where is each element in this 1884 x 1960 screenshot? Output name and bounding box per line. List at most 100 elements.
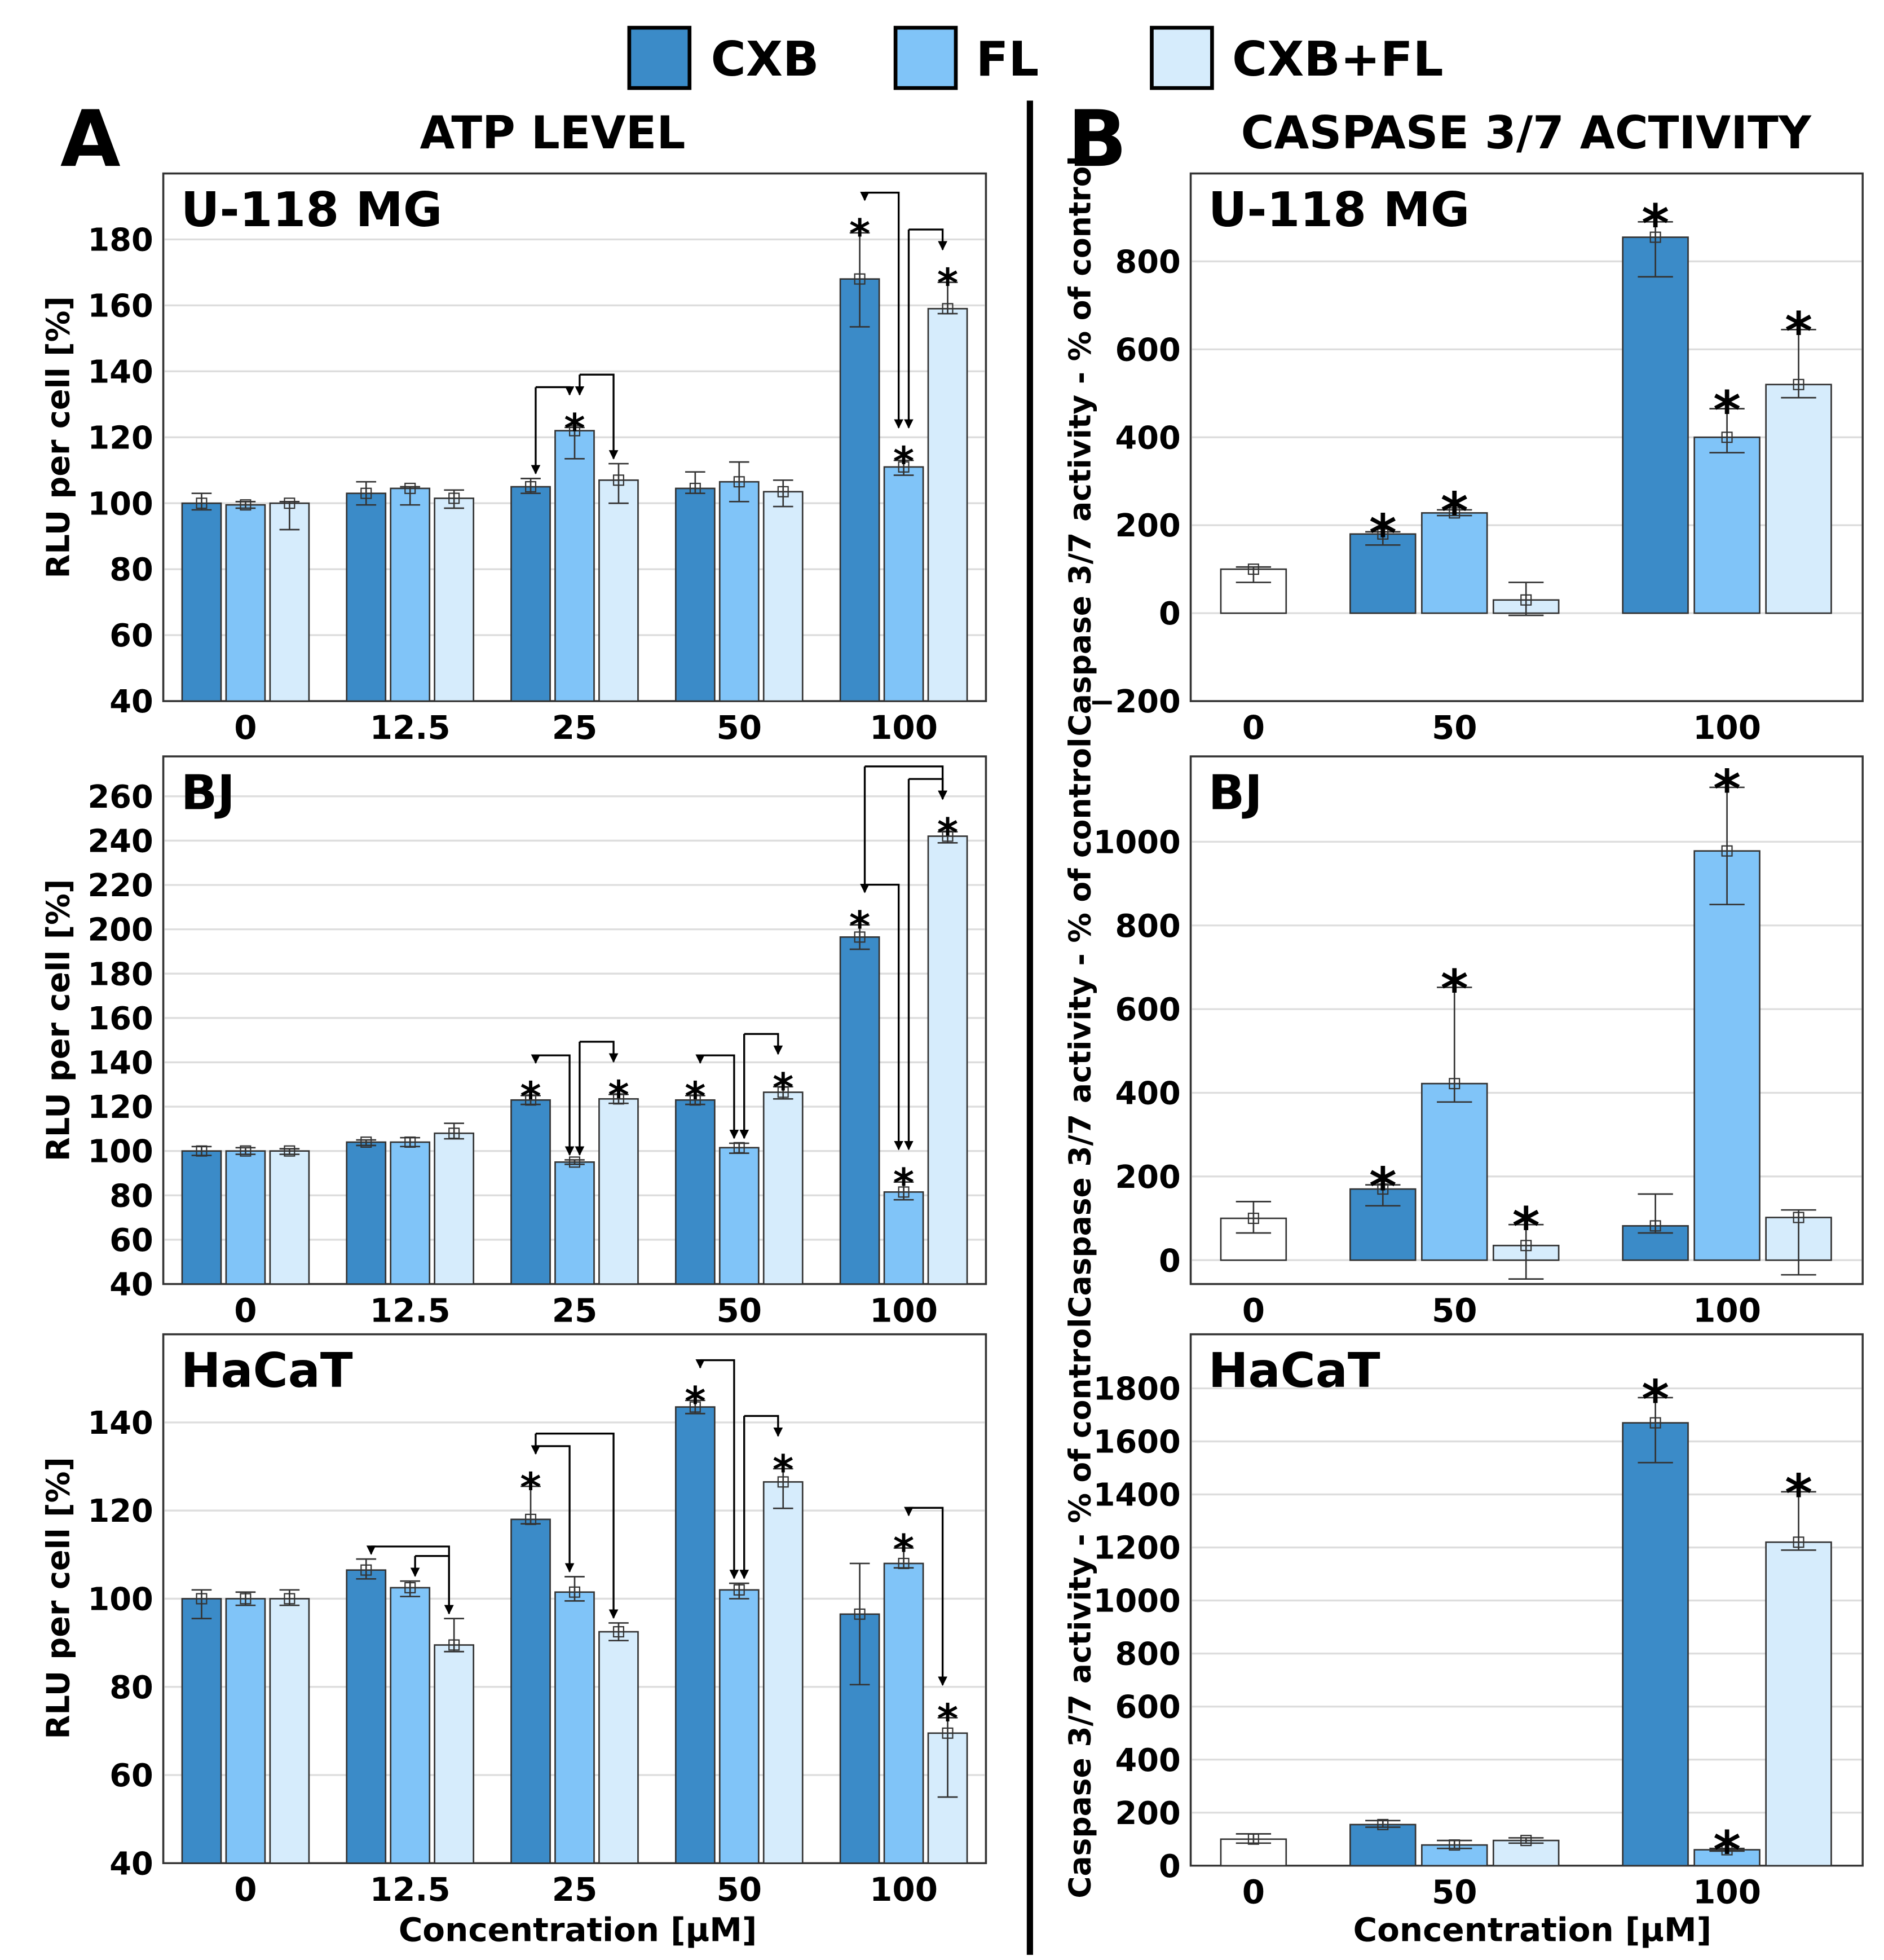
- plot-frame: [1189, 755, 1864, 1285]
- x-tick-label: 50: [1432, 1873, 1477, 1911]
- significance-star: *: [893, 1160, 914, 1206]
- y-tick-label: 60: [109, 1222, 153, 1259]
- y-tick-label: 120: [88, 1493, 153, 1530]
- significance-star: *: [849, 211, 870, 258]
- bar-fl-12.5: [390, 1587, 431, 1864]
- y-tick-label: −200: [1089, 684, 1181, 720]
- bar-cxb-0: [181, 502, 222, 702]
- mean-marker: [568, 425, 581, 437]
- bar-fl-50: [718, 1147, 760, 1285]
- mean-marker: [360, 1564, 372, 1576]
- bar-cxb-12.5: [346, 492, 387, 702]
- bar-cxb-fl-50: [762, 1481, 804, 1864]
- x-tick-label: 100: [870, 1870, 938, 1909]
- comparison-bracket: [744, 1415, 783, 1437]
- cell-line-label: U-118 MG: [1208, 182, 1470, 237]
- y-tick-label: 160: [88, 288, 153, 324]
- x-tick-label: 0: [234, 708, 257, 747]
- bar-fl-100: [883, 466, 924, 702]
- bar-fl-100: [883, 1562, 924, 1864]
- significance-star: *: [1785, 301, 1812, 363]
- x-tick-label: 0: [234, 1870, 257, 1909]
- significance-star: *: [520, 1073, 541, 1120]
- x-tick-label: 25: [552, 708, 598, 747]
- mean-marker: [240, 1145, 252, 1157]
- comparison-bracket: [908, 1507, 947, 1686]
- mean-marker: [196, 1593, 208, 1605]
- bar-fl-25: [554, 430, 595, 702]
- significance-star: *: [1512, 1196, 1540, 1258]
- bar-fl-100: [1693, 436, 1761, 614]
- x-tick-label: 50: [716, 1291, 762, 1329]
- bar-cxb-fl-100: [927, 835, 968, 1285]
- mean-marker: [612, 1093, 624, 1105]
- y-axis-label: Caspase 3/7 activity - % of control: [1062, 1318, 1097, 1899]
- mean-marker: [1649, 1417, 1661, 1429]
- significance-star: *: [849, 902, 870, 949]
- y-tick-label: 1200: [1093, 1530, 1181, 1567]
- cell-line-label: HaCaT: [181, 1342, 353, 1398]
- x-tick-label: 100: [1693, 1873, 1761, 1911]
- bar-cxb-100: [1622, 1422, 1689, 1867]
- significance-star: *: [520, 1464, 541, 1511]
- mean-marker: [898, 1557, 910, 1569]
- y-tick-label: 260: [88, 779, 153, 816]
- x-tick-label: 100: [870, 708, 938, 747]
- y-tick-label: 220: [88, 867, 153, 904]
- bar-cxb-fl-100: [1765, 384, 1832, 614]
- legend-label-cxb-fl: CXB+FL: [1232, 31, 1443, 87]
- bar-fl-25: [554, 1591, 595, 1864]
- mean-marker: [284, 1593, 295, 1605]
- bar-cxb-12.5: [346, 1141, 387, 1285]
- x-tick-label: 0: [1242, 1291, 1265, 1329]
- legend-label-cxb: CXB: [711, 31, 819, 87]
- significance-star: *: [893, 438, 914, 485]
- bar-cxb-50: [674, 1406, 716, 1864]
- significance-star: *: [608, 1072, 629, 1119]
- bar-cxb-fl-12.5: [434, 1644, 475, 1864]
- significance-star: *: [1713, 380, 1741, 442]
- y-axis-label: Caspase 3/7 activity - % of control: [1062, 156, 1097, 736]
- chart-b-u-118-mg: −200 0 200 400 600 800 U-118 MG Caspase 3/7 act…: [1062, 156, 1864, 747]
- mean-marker: [525, 1094, 537, 1106]
- y-tick-label: 400: [1115, 420, 1180, 456]
- mean-marker: [1649, 1220, 1661, 1232]
- mean-marker: [448, 1127, 460, 1139]
- bar-cxb-fl-0: [269, 1598, 310, 1864]
- mean-marker: [404, 1136, 416, 1148]
- x-tick-label: 50: [1432, 708, 1477, 747]
- mean-marker: [1721, 431, 1733, 443]
- bar-fl-12.5: [390, 1141, 431, 1285]
- y-axis-label: RLU per cell [%]: [41, 296, 77, 578]
- x-tick-label: 0: [234, 1291, 257, 1329]
- y-tick-label: 60: [109, 1758, 153, 1794]
- chart-a-u-118-mg: 40 60 80 100 120 140 160 180 U-118 MG RLU per cel…: [41, 172, 987, 747]
- bar-cxb-12.5: [346, 1569, 387, 1864]
- significance-star: *: [685, 1073, 705, 1120]
- y-tick-label: 0: [1159, 1243, 1181, 1279]
- mean-marker: [240, 1593, 252, 1605]
- y-tick-label: 120: [88, 420, 153, 456]
- mean-marker: [448, 492, 460, 504]
- cell-line-label: BJ: [181, 765, 235, 821]
- mean-marker: [404, 482, 416, 494]
- y-tick-label: 200: [1115, 1159, 1180, 1196]
- y-tick-label: 100: [88, 486, 153, 522]
- bar-fl-25: [554, 1161, 595, 1285]
- x-tick-label: 12.5: [370, 708, 451, 747]
- legend: CXB FL CXB+FL: [627, 25, 1444, 90]
- mean-marker: [1247, 1213, 1259, 1225]
- bar-fl-50: [718, 1589, 760, 1864]
- mean-marker: [1649, 231, 1661, 243]
- x-axis-label-a: Concentration [µM]: [399, 1910, 757, 1949]
- bar-cxb-fl-0: [269, 1150, 310, 1285]
- mean-marker: [689, 1401, 701, 1413]
- y-tick-label: 400: [1115, 1076, 1180, 1112]
- bar-cxb-0: [181, 1598, 222, 1864]
- bar-fl-0: [225, 504, 266, 702]
- y-tick-label: 1600: [1093, 1424, 1181, 1461]
- bar-cxb-100: [839, 936, 880, 1285]
- mean-marker: [1377, 1818, 1389, 1830]
- bar-fl-100: [1693, 850, 1761, 1261]
- bar-cxb-fl-25: [598, 1631, 639, 1864]
